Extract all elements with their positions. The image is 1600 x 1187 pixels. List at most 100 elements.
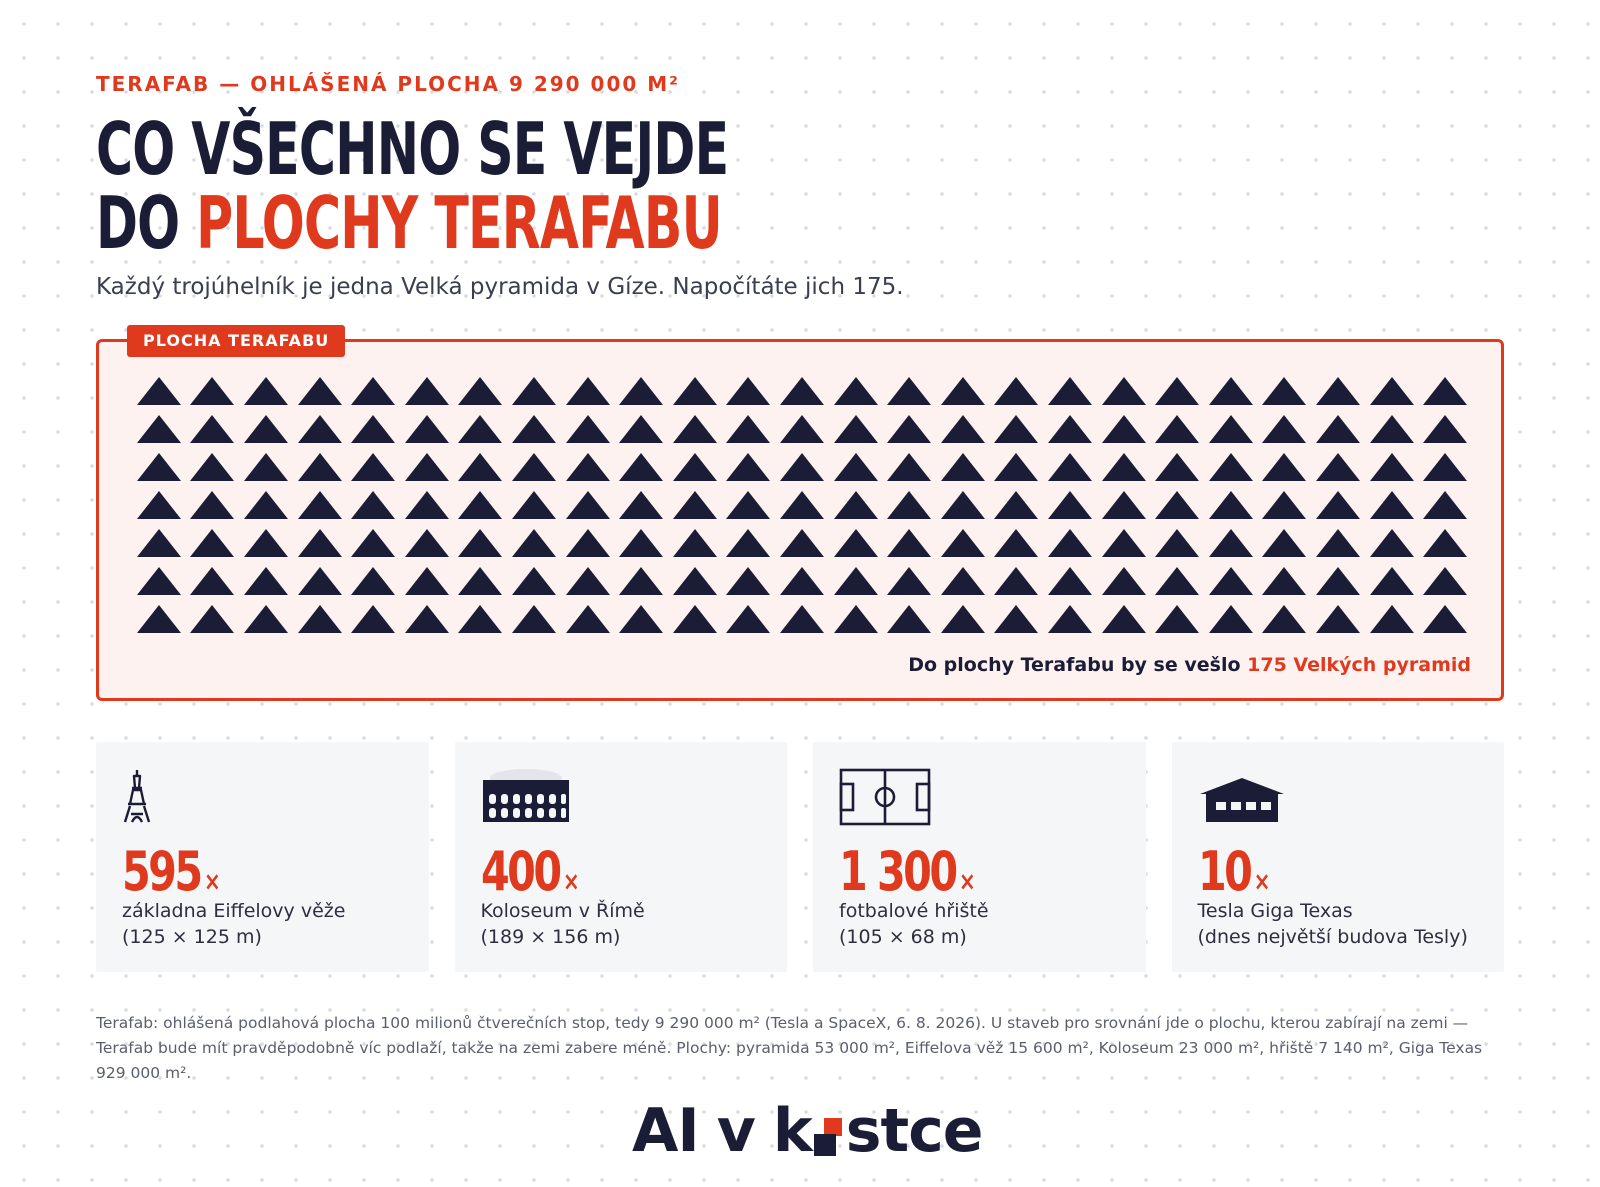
pyramid-triangle [1208, 453, 1253, 481]
pyramid-triangle [297, 377, 342, 405]
pyramid-triangle [1262, 453, 1307, 481]
times-sign: × [1253, 867, 1270, 897]
pyramid-triangle [726, 567, 771, 595]
pyramid-triangle [190, 453, 235, 481]
card-label: fotbalové hřiště (105 × 68 m) [839, 898, 989, 950]
pyramid-triangle [779, 605, 824, 633]
pyramid-triangle [833, 491, 878, 519]
pyramid-triangle [458, 377, 503, 405]
pyramid-triangle [672, 605, 717, 633]
pyramid-triangle [565, 415, 610, 443]
pyramid-triangle [994, 377, 1039, 405]
pyramid-triangle [297, 491, 342, 519]
pyramid-triangle [1047, 491, 1092, 519]
pyramid-triangle [726, 415, 771, 443]
card-giga-texas: 10 × Tesla Giga Texas (dnes největší budo… [1171, 742, 1504, 972]
card-label-line1: Tesla Giga Texas [1197, 900, 1353, 922]
pyramid-triangle [1423, 605, 1468, 633]
pyramid-triangle [243, 377, 288, 405]
pyramid-triangle [994, 605, 1039, 633]
pyramid-triangle [351, 453, 396, 481]
pyramid-triangle [672, 453, 717, 481]
pyramid-triangle [351, 415, 396, 443]
pyramid-triangle [726, 491, 771, 519]
area-caption-highlight: 175 Velkých pyramid [1247, 654, 1471, 676]
pyramid-triangle [1101, 567, 1146, 595]
pyramid-triangle [619, 415, 664, 443]
pyramid-triangle [243, 415, 288, 443]
pyramid-triangle [565, 605, 610, 633]
pyramid-triangle [1423, 453, 1468, 481]
pyramid-triangle [1262, 567, 1307, 595]
pyramid-triangle [726, 377, 771, 405]
pyramid-triangle [887, 491, 932, 519]
pyramid-triangle [833, 453, 878, 481]
pyramid-triangle [619, 529, 664, 557]
pyramid-triangle [404, 529, 449, 557]
pyramid-triangle [136, 453, 181, 481]
pyramid-triangle [1315, 377, 1360, 405]
pyramid-triangle [1262, 415, 1307, 443]
colosseum-icon [481, 768, 571, 828]
card-label-line2: (125 × 125 m) [122, 926, 262, 948]
pyramid-triangle [351, 377, 396, 405]
terafab-area-panel: PLOCHA TERAFABU Do plochy Terafabu by se… [96, 325, 1504, 701]
card-label-line2: (189 × 156 m) [480, 926, 621, 948]
pyramid-triangle [619, 567, 664, 595]
card-value-number: 1 300 [839, 840, 958, 903]
pyramid-triangle [1208, 567, 1253, 595]
pyramid-triangle [940, 415, 985, 443]
logo-part-v: v [716, 1096, 756, 1166]
pyramid-triangle [1423, 529, 1468, 557]
pyramid-triangle [136, 605, 181, 633]
eiffel-tower-icon [122, 768, 152, 828]
pyramid-triangle [833, 605, 878, 633]
pyramid-triangle [1047, 605, 1092, 633]
pyramid-triangle [458, 529, 503, 557]
pyramid-triangle [351, 605, 396, 633]
card-football: 1 300 × fotbalové hřiště (105 × 68 m) [813, 742, 1146, 972]
pyramid-triangle [1101, 453, 1146, 481]
pyramid-triangle [351, 567, 396, 595]
pyramid-triangle [887, 453, 932, 481]
pyramid-triangle [994, 491, 1039, 519]
pyramid-triangle [1047, 529, 1092, 557]
pyramid-triangle [297, 567, 342, 595]
pyramid-triangle [1047, 567, 1092, 595]
pyramid-triangle [565, 377, 610, 405]
pyramid-triangle [404, 491, 449, 519]
pyramid-triangle [833, 567, 878, 595]
pyramid-triangle [1208, 377, 1253, 405]
pyramid-triangle [1155, 453, 1200, 481]
card-label: Tesla Giga Texas (dnes největší budova T… [1198, 898, 1468, 950]
card-value-number: 10 [1197, 840, 1253, 903]
pyramid-triangle [619, 453, 664, 481]
pyramid-triangle [1101, 377, 1146, 405]
pyramid-triangle [511, 415, 556, 443]
pyramid-triangle [511, 529, 556, 557]
pyramid-triangle [243, 491, 288, 519]
pyramid-triangle [136, 567, 181, 595]
comparison-cards: 595 × základna Eiffelovy věže (125 × 125 … [96, 742, 1504, 972]
subtitle: Každý trojúhelník je jedna Velká pyramid… [96, 274, 904, 300]
pyramid-triangle [1369, 453, 1414, 481]
card-eiffel: 595 × základna Eiffelovy věže (125 × 125 … [96, 742, 429, 972]
card-label-line1: Koloseum v Římě [480, 900, 645, 922]
times-sign: × [203, 867, 221, 897]
area-tag: PLOCHA TERAFABU [127, 325, 346, 357]
pyramid-triangle [994, 529, 1039, 557]
pyramid-triangle [297, 529, 342, 557]
pyramid-triangle [565, 529, 610, 557]
pyramid-triangle [833, 377, 878, 405]
pyramid-triangle [619, 377, 664, 405]
title-prefix: DO [96, 181, 180, 265]
pyramid-triangle [726, 605, 771, 633]
pyramid-triangle [994, 453, 1039, 481]
pyramid-triangle [1315, 529, 1360, 557]
pyramid-triangle [1262, 377, 1307, 405]
pyramid-triangle [404, 567, 449, 595]
pyramid-triangle [726, 529, 771, 557]
pyramid-triangle [511, 605, 556, 633]
pyramid-triangle [1155, 491, 1200, 519]
pyramid-triangle [726, 453, 771, 481]
